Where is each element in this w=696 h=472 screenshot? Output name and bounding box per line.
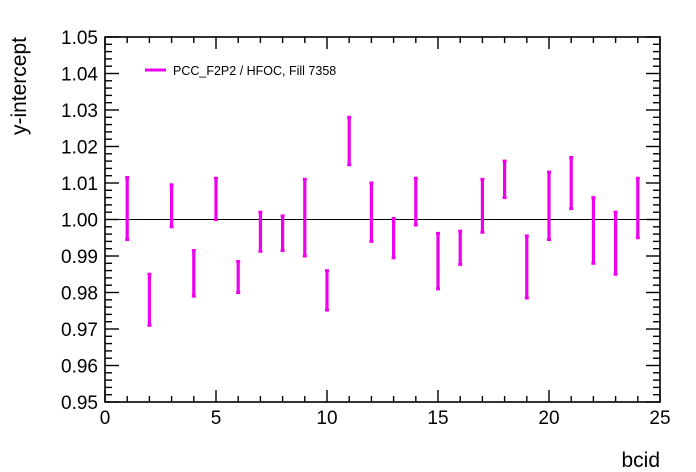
x-tick-label: 20 xyxy=(538,408,559,429)
x-tick-label: 5 xyxy=(211,408,222,429)
data-series xyxy=(105,115,660,327)
y-tick-label: 1.01 xyxy=(61,174,98,195)
y-tick-label: 1.05 xyxy=(61,28,98,49)
y-tick-label: 1.03 xyxy=(61,101,98,122)
x-tick-label: 0 xyxy=(100,408,111,429)
y-tick-label: 0.97 xyxy=(61,320,98,341)
x-tick-label: 10 xyxy=(316,408,337,429)
y-tick-label: 1.02 xyxy=(61,138,98,159)
axis-ticks xyxy=(104,36,661,403)
y-tick-label: 0.95 xyxy=(61,393,98,414)
plot-frame xyxy=(104,36,661,403)
y-tick-label: 0.96 xyxy=(61,357,98,378)
x-axis-title: bcid xyxy=(621,449,660,472)
y-axis-title: y-intercept xyxy=(8,37,31,135)
x-tick-label: 15 xyxy=(427,408,448,429)
y-tick-label: 0.98 xyxy=(61,284,98,305)
tick-labels: 0 5 10 15 20 25 0.95 0.96 0.97 0.98 0.99 1.00 1.01 1.… xyxy=(61,28,671,429)
y-tick-label: 1.00 xyxy=(61,211,98,232)
legend: PCC_F2P2 / HFOC, Fill 7358 xyxy=(145,64,336,78)
y-tick-label: 0.99 xyxy=(61,247,98,268)
legend-label: PCC_F2P2 / HFOC, Fill 7358 xyxy=(173,64,336,78)
y-tick-label: 1.04 xyxy=(61,65,98,86)
x-tick-label: 25 xyxy=(649,408,670,429)
